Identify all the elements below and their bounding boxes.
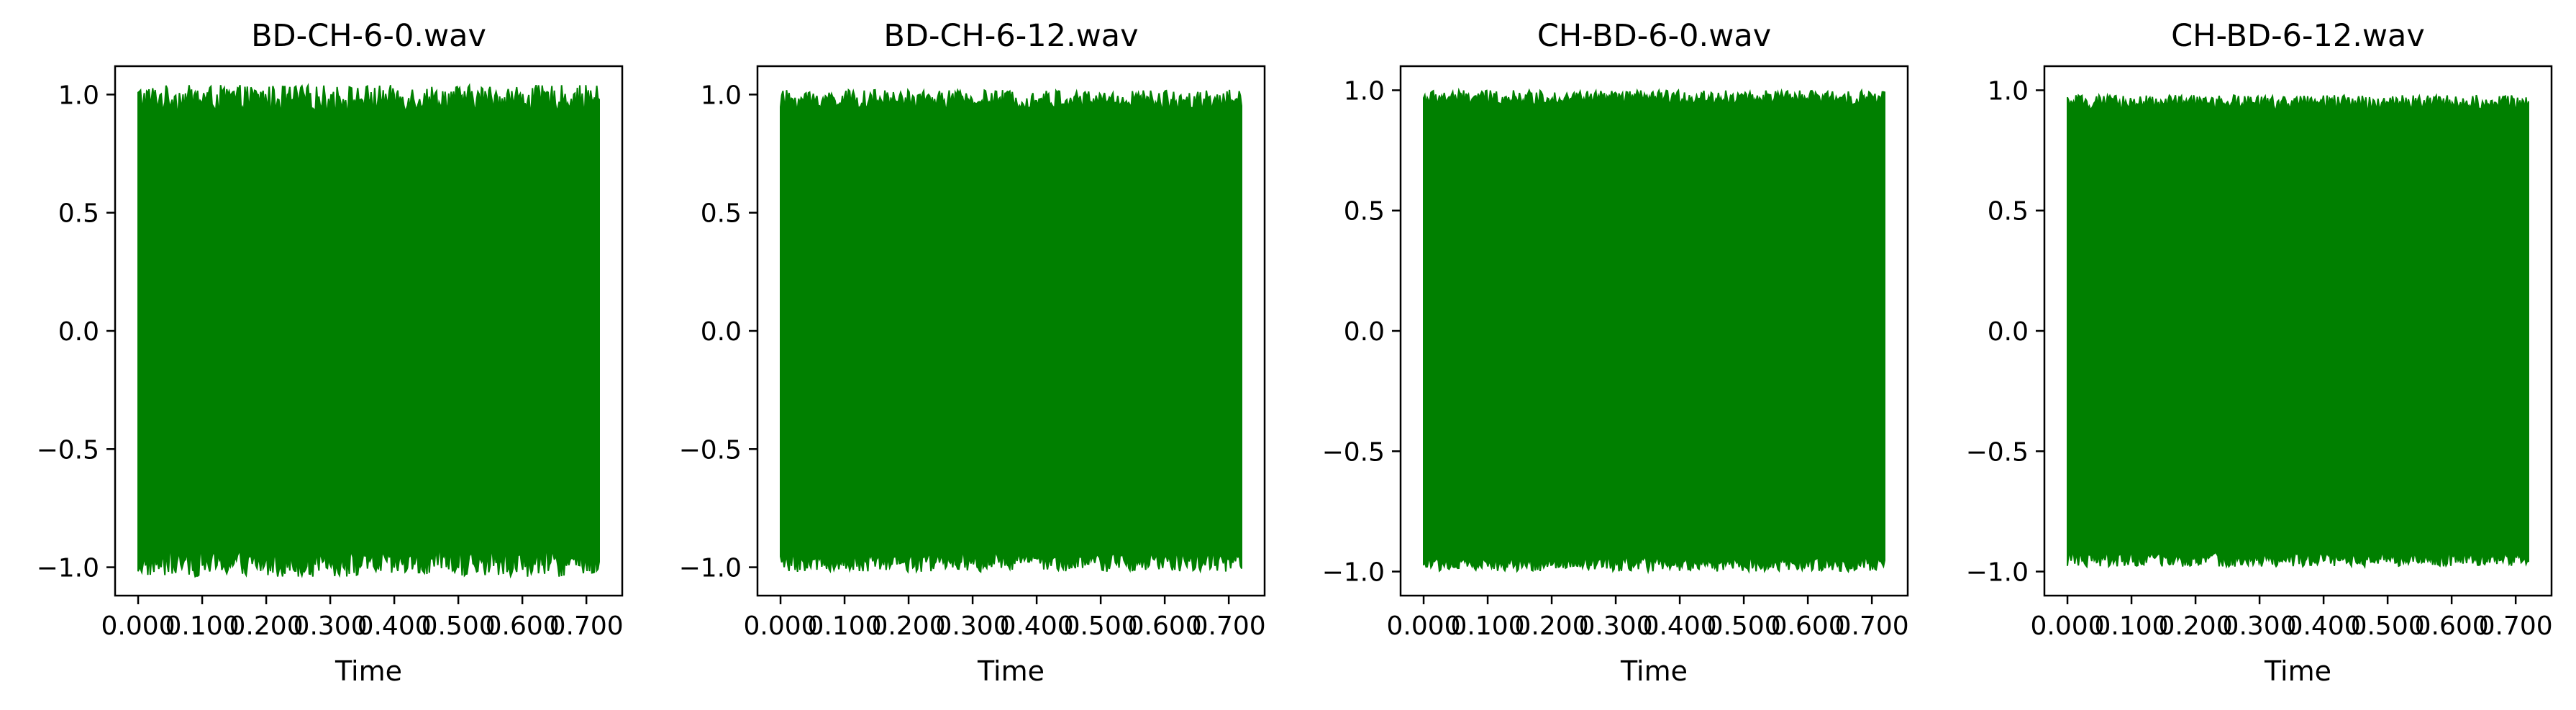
x-tick-label: 0.300 bbox=[936, 611, 1010, 641]
x-axis-label: Time bbox=[334, 655, 402, 687]
subplot-4: CH-BD-6-12.wav0.0000.1000.2000.3000.4000… bbox=[1966, 18, 2553, 687]
x-tick-label: 0.700 bbox=[1835, 611, 1909, 641]
x-axis-label: Time bbox=[1620, 655, 1688, 687]
x-tick-label: 0.500 bbox=[1064, 611, 1138, 641]
subplot-title: CH-BD-6-12.wav bbox=[2171, 18, 2425, 54]
x-tick-label: 0.100 bbox=[1451, 611, 1525, 641]
x-tick-label: 0.300 bbox=[1579, 611, 1653, 641]
waveform-series bbox=[1423, 87, 1885, 575]
x-tick-label: 0.500 bbox=[422, 611, 496, 641]
y-tick-label: 0.0 bbox=[1344, 317, 1385, 347]
x-tick-label: 0.100 bbox=[165, 611, 240, 641]
y-tick-label: 0.0 bbox=[58, 317, 99, 347]
y-tick-label: −0.5 bbox=[1322, 437, 1385, 467]
y-tick-label: 0.0 bbox=[1988, 317, 2029, 347]
x-tick-label: 0.600 bbox=[486, 611, 560, 641]
x-tick-label: 0.000 bbox=[744, 611, 818, 641]
x-tick-label: 0.700 bbox=[1192, 611, 1266, 641]
x-tick-label: 0.300 bbox=[2223, 611, 2297, 641]
y-tick-label: 0.5 bbox=[701, 199, 742, 229]
x-tick-label: 0.100 bbox=[2095, 611, 2169, 641]
x-tick-label: 0.400 bbox=[358, 611, 432, 641]
x-tick-label: 0.000 bbox=[101, 611, 176, 641]
y-tick-label: −0.5 bbox=[1966, 437, 2029, 467]
y-tick-label: 1.0 bbox=[58, 81, 99, 110]
y-tick-label: −1.0 bbox=[37, 554, 99, 583]
subplot-title: CH-BD-6-0.wav bbox=[1537, 18, 1771, 54]
y-tick-label: 1.0 bbox=[1344, 76, 1385, 106]
y-tick-label: 1.0 bbox=[1988, 76, 2029, 106]
subplot-3: CH-BD-6-0.wav0.0000.1000.2000.3000.4000.… bbox=[1322, 18, 1909, 687]
x-tick-label: 0.100 bbox=[808, 611, 882, 641]
waveform-series bbox=[2067, 92, 2529, 569]
x-axis-label: Time bbox=[977, 655, 1044, 687]
y-tick-label: 0.5 bbox=[58, 199, 99, 229]
x-tick-label: 0.600 bbox=[1128, 611, 1202, 641]
x-axis-label: Time bbox=[2264, 655, 2331, 687]
y-tick-label: −1.0 bbox=[679, 554, 742, 583]
x-tick-label: 0.700 bbox=[2479, 611, 2553, 641]
subplot-2: BD-CH-6-12.wav0.0000.1000.2000.3000.4000… bbox=[679, 18, 1266, 687]
y-tick-label: −0.5 bbox=[679, 435, 742, 465]
y-tick-label: −1.0 bbox=[1966, 558, 2029, 588]
x-tick-label: 0.600 bbox=[2415, 611, 2489, 641]
x-tick-label: 0.500 bbox=[1707, 611, 1781, 641]
subplot-1: BD-CH-6-0.wav0.0000.1000.2000.3000.4000.… bbox=[37, 18, 624, 687]
x-tick-label: 0.600 bbox=[1771, 611, 1845, 641]
waveform-series bbox=[137, 83, 600, 579]
x-tick-label: 0.000 bbox=[2031, 611, 2105, 641]
x-tick-label: 0.200 bbox=[229, 611, 304, 641]
subplot-title: BD-CH-6-12.wav bbox=[883, 18, 1138, 54]
waveform-series bbox=[780, 88, 1242, 574]
y-tick-label: 0.5 bbox=[1344, 197, 1385, 227]
y-tick-label: −1.0 bbox=[1322, 558, 1385, 588]
subplot-title: BD-CH-6-0.wav bbox=[251, 18, 486, 54]
y-tick-label: 0.5 bbox=[1988, 197, 2029, 227]
x-tick-label: 0.400 bbox=[1000, 611, 1074, 641]
x-tick-label: 0.000 bbox=[1387, 611, 1461, 641]
x-tick-label: 0.200 bbox=[1515, 611, 1589, 641]
x-tick-label: 0.300 bbox=[293, 611, 368, 641]
y-tick-label: 0.0 bbox=[701, 317, 742, 347]
x-tick-label: 0.200 bbox=[872, 611, 946, 641]
x-tick-label: 0.400 bbox=[1643, 611, 1717, 641]
x-tick-label: 0.700 bbox=[550, 611, 624, 641]
x-tick-label: 0.400 bbox=[2287, 611, 2361, 641]
x-tick-label: 0.500 bbox=[2351, 611, 2425, 641]
y-tick-label: −0.5 bbox=[37, 435, 99, 465]
y-tick-label: 1.0 bbox=[701, 81, 742, 110]
x-tick-label: 0.200 bbox=[2159, 611, 2233, 641]
